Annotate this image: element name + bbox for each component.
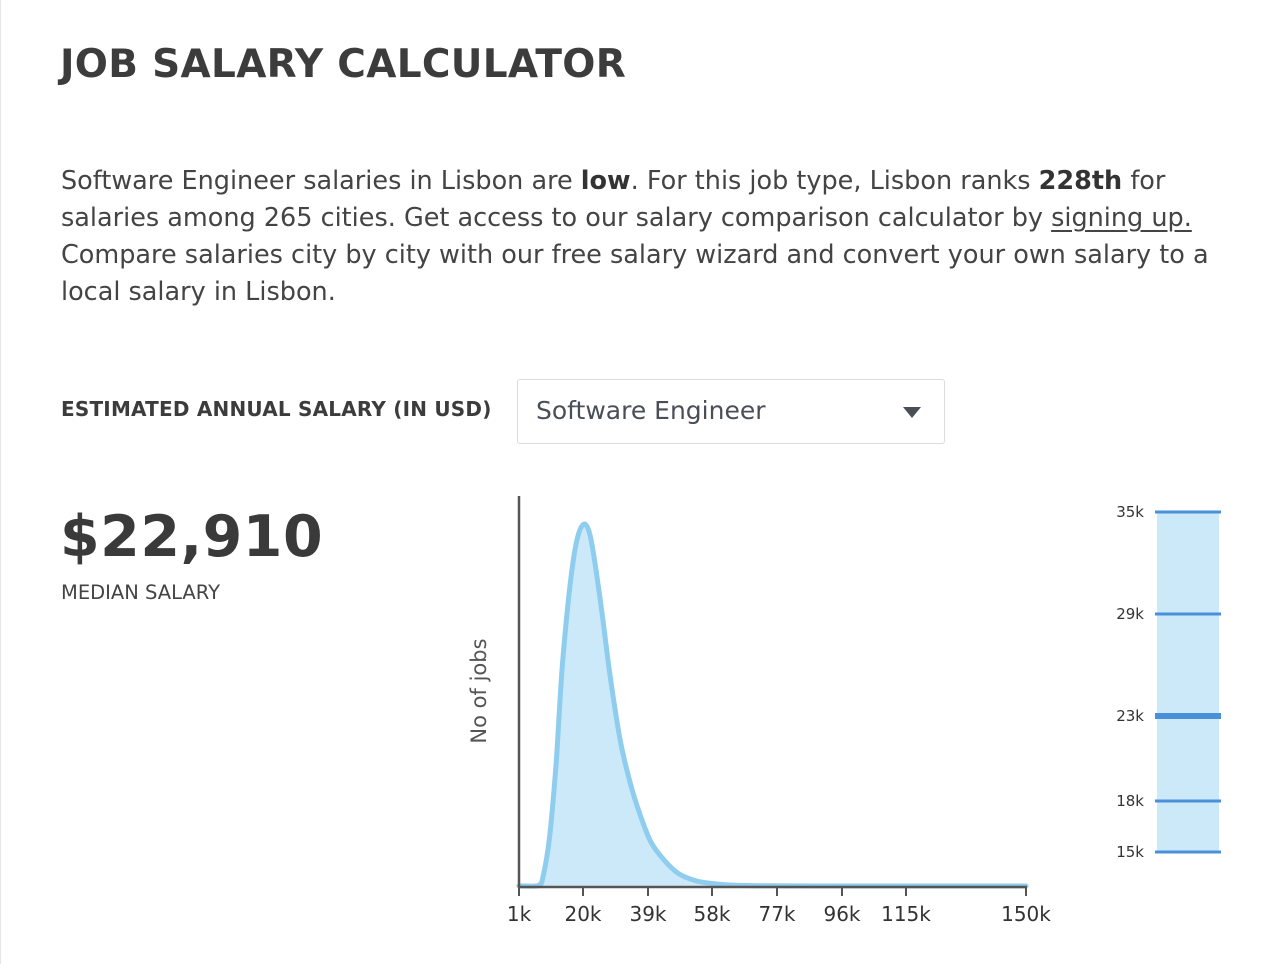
intro-text-3: for salaries among 265 cities. Get acces… — [61, 166, 1166, 233]
median-salary-label: MEDIAN SALARY — [61, 581, 220, 604]
x-tick-label: 20k — [564, 902, 601, 926]
salary-section-label: ESTIMATED ANNUAL SALARY (IN USD) — [61, 397, 492, 421]
x-tick-label: 115k — [881, 902, 931, 926]
range-marker-label: 18k — [1116, 792, 1144, 810]
x-tick-label: 58k — [693, 902, 730, 926]
range-marker-label: 35k — [1116, 503, 1144, 521]
sign-up-link[interactable]: signing up. — [1051, 203, 1192, 233]
x-tick-label: 1k — [507, 902, 532, 926]
left-border — [0, 0, 1, 964]
distribution-area — [519, 524, 1026, 887]
intro-text-1: Software Engineer salaries in Lisbon are — [61, 166, 581, 196]
city-rank: 228th — [1038, 166, 1123, 196]
x-tick-label: 96k — [823, 902, 860, 926]
salary-range-bar — [1157, 512, 1219, 852]
range-marker-label: 23k — [1116, 707, 1144, 725]
job-type-selected: Software Engineer — [536, 396, 766, 425]
x-tick-label: 150k — [1001, 902, 1051, 926]
salary-level: low — [580, 166, 631, 196]
dropdown-caret-icon — [903, 407, 921, 418]
x-tick-label: 77k — [758, 902, 795, 926]
median-salary-value: $22,910 — [60, 504, 324, 570]
intro-paragraph: Software Engineer salaries in Lisbon are… — [61, 163, 1251, 311]
intro-text-4: Compare salaries city by city with our f… — [61, 240, 1209, 307]
page-title: JOB SALARY CALCULATOR — [60, 42, 627, 87]
range-marker-label: 15k — [1116, 843, 1144, 861]
range-marker-label: 29k — [1116, 605, 1144, 623]
x-tick-label: 39k — [629, 902, 666, 926]
y-axis-label: No of jobs — [467, 638, 491, 743]
intro-text-2: . For this job type, Lisbon ranks — [630, 166, 1039, 196]
job-type-select[interactable]: Software Engineer — [517, 379, 945, 444]
